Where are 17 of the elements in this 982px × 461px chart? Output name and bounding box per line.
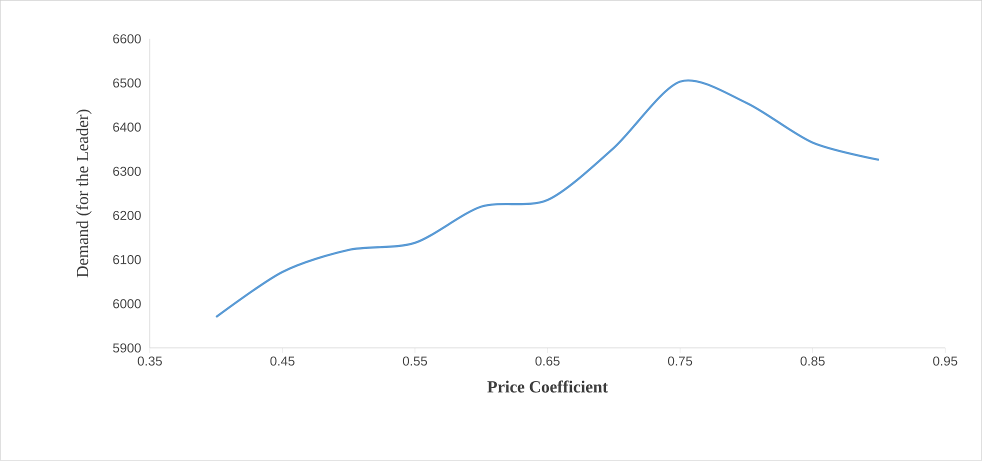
x-axis-title: Price Coefficient	[487, 380, 608, 393]
y-tick-label: 5900	[113, 343, 141, 353]
x-tick-label: 0.55	[402, 356, 428, 366]
x-tick-label: 0.85	[800, 356, 825, 366]
y-tick-label: 6500	[113, 78, 141, 88]
y-axis-title: Demand (for the Leader)	[76, 110, 92, 278]
x-tick-label: 0.65	[535, 356, 560, 366]
x-tick-label: 0.45	[270, 356, 294, 366]
y-tick-label: 6300	[113, 166, 141, 176]
y-tick-label: 6200	[113, 210, 141, 220]
x-tick-label: 0.35	[138, 356, 162, 366]
y-tick-label: 6600	[113, 34, 141, 44]
y-tick-label: 6000	[113, 299, 141, 308]
y-tick-label: 6400	[113, 122, 141, 132]
x-tick-label: 0.75	[668, 356, 692, 366]
x-tick-label: 0.95	[933, 356, 958, 366]
y-tick-label: 6100	[113, 255, 141, 264]
